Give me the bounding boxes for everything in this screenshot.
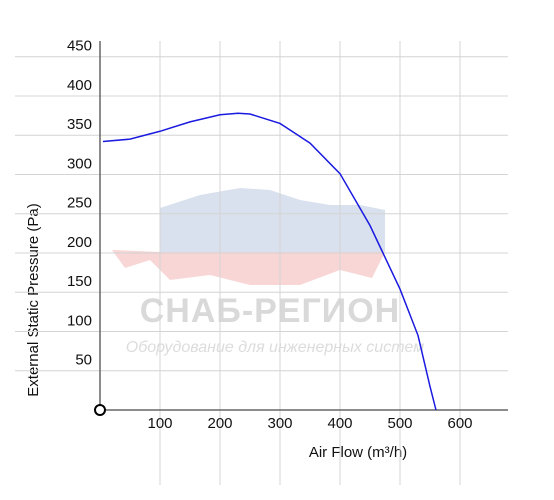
y-tick-label: 100	[67, 312, 92, 329]
y-tick-label: 150	[67, 273, 92, 290]
y-tick-label: 50	[75, 352, 92, 369]
x-tick-label: 400	[327, 415, 352, 432]
y-tick-label: 200	[67, 234, 92, 251]
watermark-brand: СНАБ-РЕГИОН	[140, 292, 401, 330]
origin-marker	[94, 404, 106, 416]
watermark-map	[112, 188, 385, 285]
x-tick-label: 100	[147, 415, 172, 432]
y-tick-label: 450	[67, 38, 92, 55]
watermark-tagline: Оборудование для инженерных систем	[126, 339, 424, 356]
y-axis-label: External Static Pressure (Pa)	[25, 203, 42, 396]
x-tick-label: 200	[207, 415, 232, 432]
y-tick-label: 400	[67, 77, 92, 94]
x-tick-label: 300	[267, 415, 292, 432]
y-tick-label: 350	[67, 116, 92, 133]
y-tick-label: 250	[67, 195, 92, 212]
y-tick-label: 300	[67, 155, 92, 172]
x-axis-label: Air Flow (m³/h)	[309, 444, 407, 461]
x-tick-label: 600	[447, 415, 472, 432]
x-tick-label: 500	[387, 415, 412, 432]
fan-curve	[102, 112, 437, 411]
